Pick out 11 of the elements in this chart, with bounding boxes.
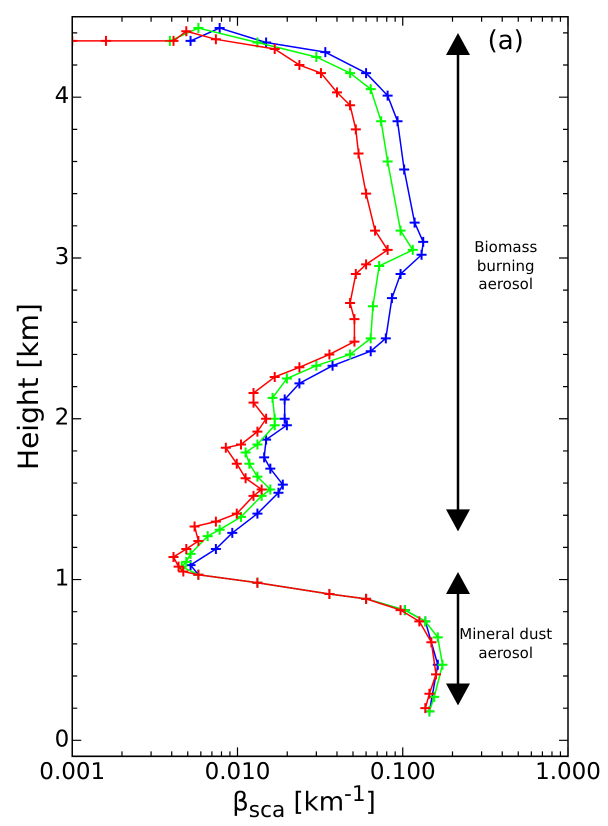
y-axis-title: Height [km] [12,303,46,470]
annotation: Biomass burning aerosol [473,238,538,294]
y-tick-label: 0 [54,726,70,752]
y-tick-label: 4 [54,83,70,110]
annotation: Mineral dust aerosol [458,625,554,663]
annotation: (a) [486,24,525,58]
y-tick-label: 2 [54,404,70,431]
x-tick-label: 0.001 [39,759,106,786]
y-tick-label: 1 [54,566,70,592]
x-tick-label: 1.000 [535,759,601,786]
y-tick-label: 3 [54,244,70,270]
